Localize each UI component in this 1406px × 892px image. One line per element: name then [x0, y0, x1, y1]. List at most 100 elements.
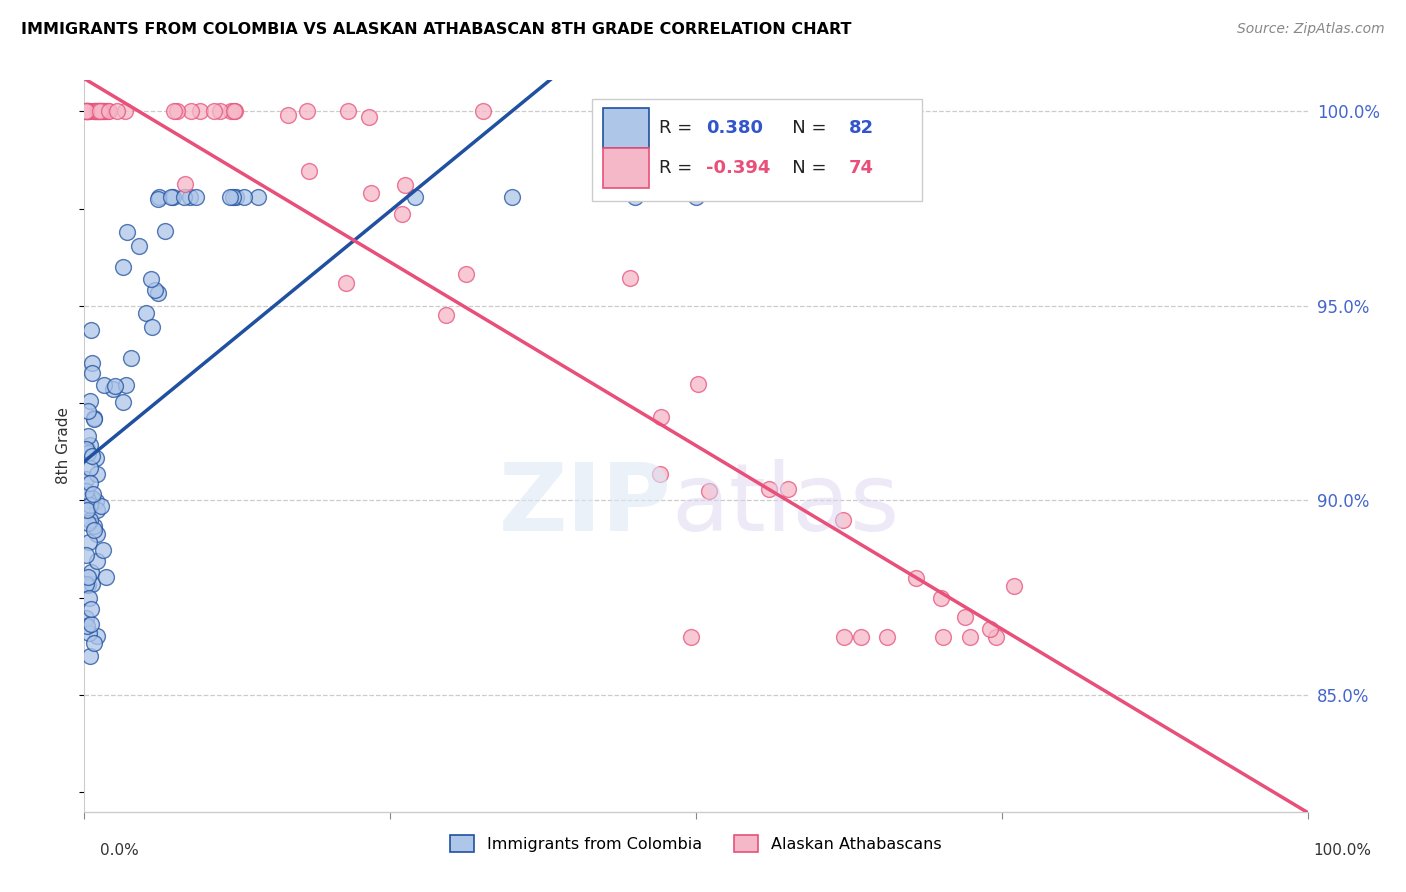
- Point: [128, 239, 150, 253]
- Point: [79, 498, 101, 512]
- Point: [83, 104, 105, 119]
- Point: [75, 104, 97, 119]
- Point: [76, 104, 98, 119]
- Point: [75, 104, 97, 119]
- Point: [174, 178, 197, 192]
- Point: [87, 104, 110, 119]
- Point: [83, 412, 105, 426]
- Point: [96, 104, 118, 119]
- Point: [233, 190, 256, 204]
- Point: [79, 534, 101, 549]
- Point: [153, 225, 176, 239]
- Point: [247, 190, 270, 204]
- Text: Source: ZipAtlas.com: Source: ZipAtlas.com: [1237, 22, 1385, 37]
- Point: [89, 104, 111, 119]
- Legend: Immigrants from Colombia, Alaskan Athabascans: Immigrants from Colombia, Alaskan Athaba…: [444, 829, 948, 859]
- Point: [75, 104, 97, 119]
- Point: [146, 285, 169, 300]
- Point: [76, 104, 98, 119]
- Point: [619, 271, 641, 285]
- Text: R =: R =: [659, 159, 699, 177]
- Point: [84, 104, 107, 119]
- Text: 0.380: 0.380: [706, 119, 763, 136]
- Point: [209, 104, 232, 119]
- Point: [97, 104, 120, 119]
- Point: [650, 467, 672, 482]
- Point: [86, 629, 108, 643]
- Point: [76, 619, 98, 633]
- Point: [77, 404, 100, 418]
- Point: [391, 207, 413, 221]
- Point: [84, 450, 107, 465]
- Point: [77, 516, 100, 530]
- Point: [77, 569, 100, 583]
- Point: [77, 428, 100, 442]
- Point: [104, 379, 127, 393]
- Point: [502, 190, 524, 204]
- Point: [84, 494, 107, 508]
- Point: [360, 186, 382, 201]
- Point: [93, 104, 115, 119]
- Point: [876, 630, 898, 644]
- Point: [336, 104, 359, 119]
- Point: [114, 378, 136, 392]
- Point: [87, 104, 110, 119]
- Point: [222, 190, 245, 204]
- Text: -0.394: -0.394: [706, 159, 770, 177]
- Point: [979, 622, 1001, 636]
- Point: [932, 630, 955, 644]
- Point: [80, 366, 103, 380]
- Point: [959, 630, 981, 644]
- Point: [359, 111, 381, 125]
- Point: [184, 190, 207, 204]
- Point: [80, 602, 103, 616]
- Point: [141, 319, 163, 334]
- Point: [80, 356, 103, 370]
- Point: [681, 630, 703, 644]
- Point: [75, 104, 97, 119]
- Point: [79, 104, 101, 119]
- Point: [135, 306, 157, 320]
- Point: [335, 276, 357, 290]
- Point: [87, 104, 110, 119]
- Point: [115, 225, 138, 239]
- Point: [83, 636, 105, 650]
- Point: [77, 625, 100, 640]
- Point: [831, 513, 853, 527]
- Point: [91, 104, 114, 119]
- Point: [905, 571, 928, 585]
- Text: R =: R =: [659, 119, 699, 136]
- Point: [686, 376, 709, 391]
- Point: [404, 190, 426, 204]
- Point: [91, 542, 114, 557]
- Point: [75, 548, 97, 562]
- Point: [75, 472, 97, 486]
- Point: [697, 484, 720, 499]
- Point: [75, 104, 97, 119]
- Point: [79, 393, 101, 408]
- Point: [120, 351, 142, 365]
- Point: [471, 104, 494, 119]
- Point: [224, 104, 246, 119]
- Text: 74: 74: [849, 159, 875, 177]
- Point: [77, 445, 100, 459]
- Point: [80, 565, 103, 579]
- Point: [114, 104, 136, 119]
- Text: 100.0%: 100.0%: [1313, 843, 1372, 858]
- Point: [849, 630, 872, 644]
- Text: N =: N =: [776, 119, 832, 136]
- Point: [277, 108, 299, 122]
- Point: [83, 411, 105, 425]
- Point: [83, 523, 105, 537]
- Point: [224, 104, 246, 119]
- Point: [953, 610, 976, 624]
- Point: [179, 190, 201, 204]
- Point: [93, 104, 115, 119]
- Text: 82: 82: [849, 119, 875, 136]
- Point: [79, 476, 101, 491]
- Point: [436, 309, 458, 323]
- FancyBboxPatch shape: [603, 108, 650, 147]
- Point: [148, 192, 170, 206]
- Point: [298, 164, 321, 178]
- Point: [225, 190, 247, 204]
